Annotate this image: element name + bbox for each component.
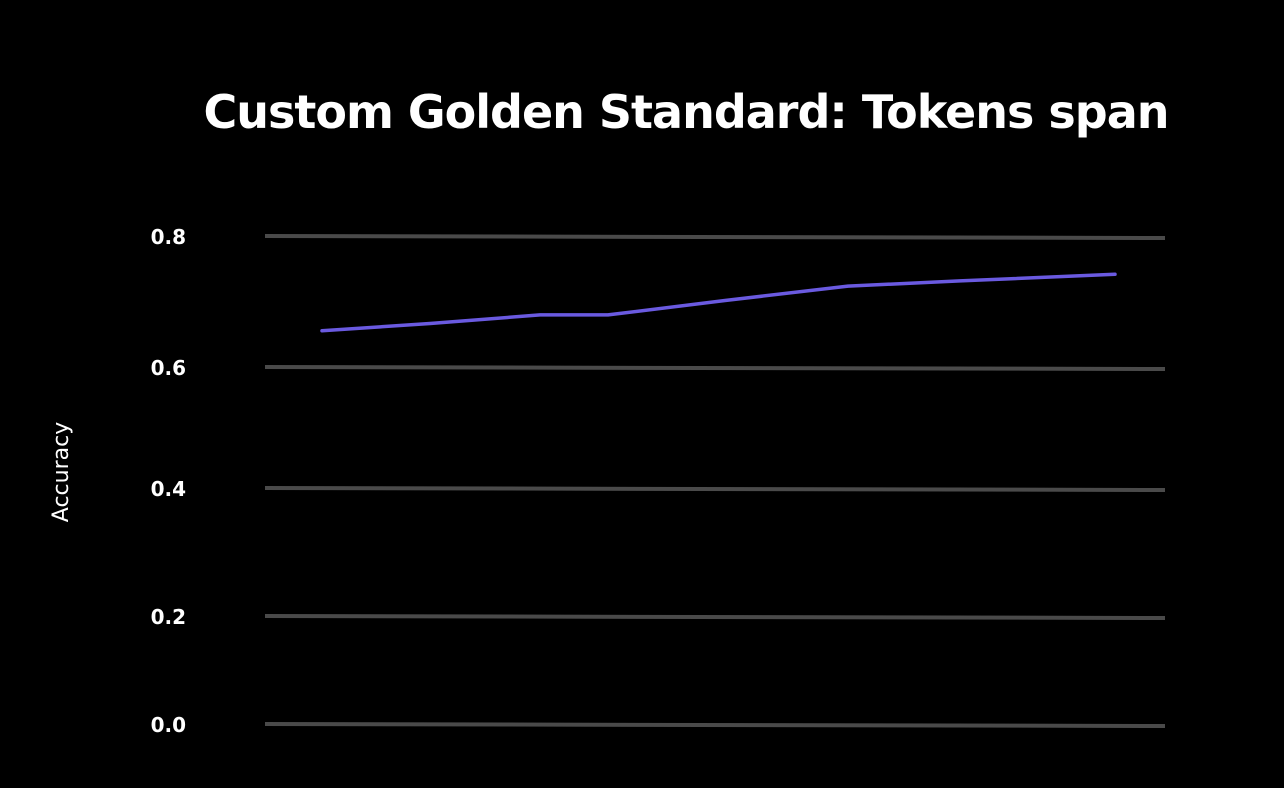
y-tick-label: 0.2 (151, 605, 186, 629)
series-line (320, 272, 1117, 333)
gridline (264, 365, 1166, 371)
gridline (264, 234, 1166, 240)
y-tick-label: 0.8 (151, 225, 186, 249)
gridline (264, 486, 1166, 492)
gridline (264, 614, 1166, 620)
gridline (264, 722, 1166, 728)
y-tick-label: 0.6 (151, 356, 186, 380)
y-axis-tick-labels: 0.0 0.2 0.4 0.6 0.8 (151, 225, 186, 737)
chart-title: Custom Golden Standard: Tokens span (203, 85, 1168, 139)
y-tick-label: 0.4 (151, 477, 186, 501)
series-layer (320, 272, 1117, 333)
grid-lines (264, 234, 1166, 728)
y-tick-label: 0.0 (151, 713, 186, 737)
y-axis-label: Accuracy (49, 422, 74, 522)
